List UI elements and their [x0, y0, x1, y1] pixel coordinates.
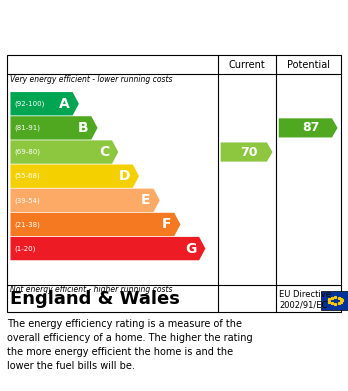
- Text: (39-54): (39-54): [14, 197, 40, 204]
- Polygon shape: [10, 237, 205, 260]
- Text: England & Wales: England & Wales: [10, 290, 180, 308]
- Text: 70: 70: [240, 145, 258, 158]
- Text: G: G: [185, 242, 196, 256]
- Text: C: C: [99, 145, 109, 159]
- Text: The energy efficiency rating is a measure of the
overall efficiency of a home. T: The energy efficiency rating is a measur…: [7, 319, 253, 371]
- Polygon shape: [221, 142, 272, 161]
- Text: F: F: [162, 217, 172, 231]
- Text: (55-68): (55-68): [14, 173, 40, 179]
- Bar: [321, 291, 348, 310]
- Polygon shape: [10, 92, 79, 115]
- Text: A: A: [59, 97, 70, 111]
- Text: Very energy efficient - lower running costs: Very energy efficient - lower running co…: [10, 75, 173, 84]
- Text: B: B: [78, 121, 88, 135]
- Text: Current: Current: [229, 59, 265, 70]
- Text: E: E: [141, 193, 151, 207]
- Text: (92-100): (92-100): [14, 100, 44, 107]
- Polygon shape: [279, 118, 338, 138]
- Text: D: D: [118, 169, 130, 183]
- Polygon shape: [10, 188, 160, 212]
- Text: Potential: Potential: [287, 59, 330, 70]
- Text: (21-38): (21-38): [14, 221, 40, 228]
- Polygon shape: [10, 116, 97, 140]
- Text: (1-20): (1-20): [14, 245, 35, 252]
- Polygon shape: [10, 165, 139, 188]
- Text: Not energy efficient - higher running costs: Not energy efficient - higher running co…: [10, 285, 173, 294]
- Polygon shape: [10, 213, 181, 236]
- Text: 87: 87: [302, 121, 320, 135]
- Text: (69-80): (69-80): [14, 149, 40, 155]
- Text: EU Directive
2002/91/EC: EU Directive 2002/91/EC: [279, 290, 331, 310]
- Text: (81-91): (81-91): [14, 125, 40, 131]
- Polygon shape: [10, 140, 118, 164]
- Text: Energy Efficiency Rating: Energy Efficiency Rating: [10, 20, 239, 38]
